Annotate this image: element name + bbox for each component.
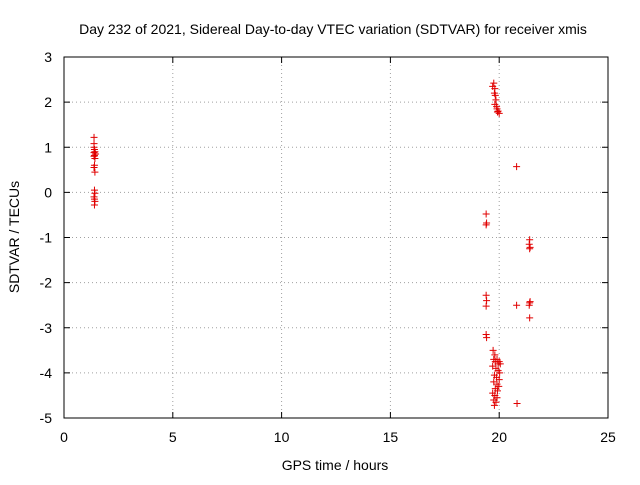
data-point: [90, 133, 98, 141]
x-axis-label: GPS time / hours: [282, 457, 389, 473]
data-point: [493, 387, 501, 395]
grid-lines: [64, 57, 608, 418]
data-point: [496, 369, 504, 377]
data-point: [90, 201, 98, 209]
data-point: [91, 168, 99, 176]
y-tick-label: -5: [40, 410, 53, 426]
x-tick-label: 0: [60, 429, 68, 445]
x-tick-label: 15: [383, 429, 399, 445]
data-point: [482, 221, 490, 229]
data-point: [513, 301, 521, 309]
data-point: [489, 346, 497, 354]
data-point: [492, 96, 500, 104]
data-point: [482, 302, 490, 310]
x-tick-label: 25: [600, 429, 616, 445]
x-tick-label: 5: [169, 429, 177, 445]
data-point: [526, 314, 534, 322]
data-point: [513, 400, 521, 408]
y-tick-label: 3: [44, 49, 52, 65]
data-point: [495, 109, 503, 117]
y-tick-label: -4: [40, 365, 53, 381]
data-point: [483, 334, 491, 342]
data-point: [526, 298, 534, 306]
data-point: [525, 301, 533, 309]
data-point: [492, 398, 500, 406]
data-point: [493, 108, 501, 116]
data-point: [91, 155, 99, 163]
y-tick-label: 0: [44, 184, 52, 200]
data-point: [482, 210, 490, 218]
y-axis: -5 -4 -3 -2 -1 0 1 2 3: [40, 49, 608, 426]
data-point: [526, 245, 534, 253]
data-point: [490, 79, 498, 87]
data-point: [90, 164, 98, 172]
y-axis-label: SDTVAR / TECUs: [6, 181, 22, 293]
data-point: [495, 376, 503, 384]
y-tick-label: -1: [40, 230, 53, 246]
data-point: [496, 360, 504, 368]
data-points: [90, 79, 534, 409]
y-tick-label: 2: [44, 94, 52, 110]
chart-title: Day 232 of 2021, Sidereal Day-to-day VTE…: [79, 21, 587, 37]
x-axis: 0 5 10 15 20 25: [60, 57, 616, 445]
data-point: [91, 189, 99, 197]
x-tick-label: 20: [491, 429, 507, 445]
y-tick-label: -2: [40, 275, 53, 291]
data-point: [491, 91, 499, 99]
data-point: [513, 163, 521, 171]
y-tick-label: 1: [44, 139, 52, 155]
x-tick-label: 10: [274, 429, 290, 445]
data-point: [491, 351, 499, 359]
data-point: [490, 401, 498, 409]
y-tick-label: -3: [40, 320, 53, 336]
